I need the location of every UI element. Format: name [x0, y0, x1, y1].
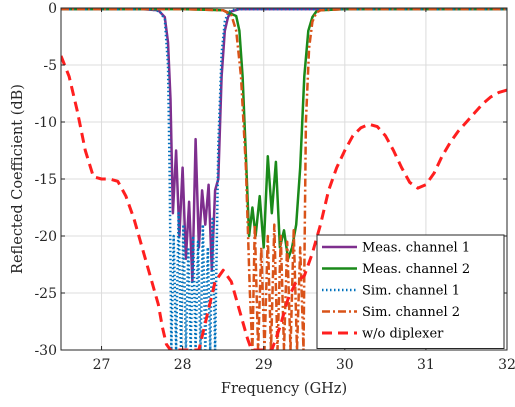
legend-label: Meas. channel 2: [362, 262, 470, 277]
legend-label: Sim. channel 2: [362, 305, 460, 320]
legend-box: [316, 234, 505, 349]
x-tick-label: 30: [336, 357, 354, 373]
series-line-2: [61, 8, 507, 261]
y-tick-label: -25: [34, 286, 57, 302]
y-axis-label: Reflected Coefficient (dB): [10, 84, 26, 274]
series-line-5: [61, 55, 507, 350]
series-line-3: [61, 8, 507, 350]
y-tick-label: -10: [34, 115, 57, 131]
series-line-4: [61, 8, 507, 350]
x-tick-label: 31: [417, 357, 435, 373]
legend-label: Sim. channel 1: [362, 284, 460, 299]
legend-label: w/o diplexer: [362, 327, 444, 342]
x-tick-label: 29: [255, 357, 273, 373]
legend: Meas. channel 1 Meas. channel 2 Sim. chann…: [316, 234, 505, 349]
x-tick-label: 32: [498, 357, 515, 373]
x-tick-label: 28: [174, 357, 192, 373]
x-axis-label: Frequency (GHz): [221, 381, 347, 397]
y-tick-label: 0: [48, 1, 57, 17]
series-layer: [61, 8, 507, 350]
y-tick-label: -5: [43, 58, 57, 74]
y-tick-label: -30: [34, 343, 57, 359]
y-tick-label: -20: [34, 229, 57, 245]
y-tick-label: -15: [34, 172, 57, 188]
x-tick-label: 27: [93, 357, 111, 373]
series-line-1: [61, 8, 507, 283]
legend-label: Meas. channel 1: [362, 241, 470, 256]
tick-labels: 27 28 29 30 31 32 0 -5 -10 -15 -20 -25 -30: [34, 1, 515, 373]
